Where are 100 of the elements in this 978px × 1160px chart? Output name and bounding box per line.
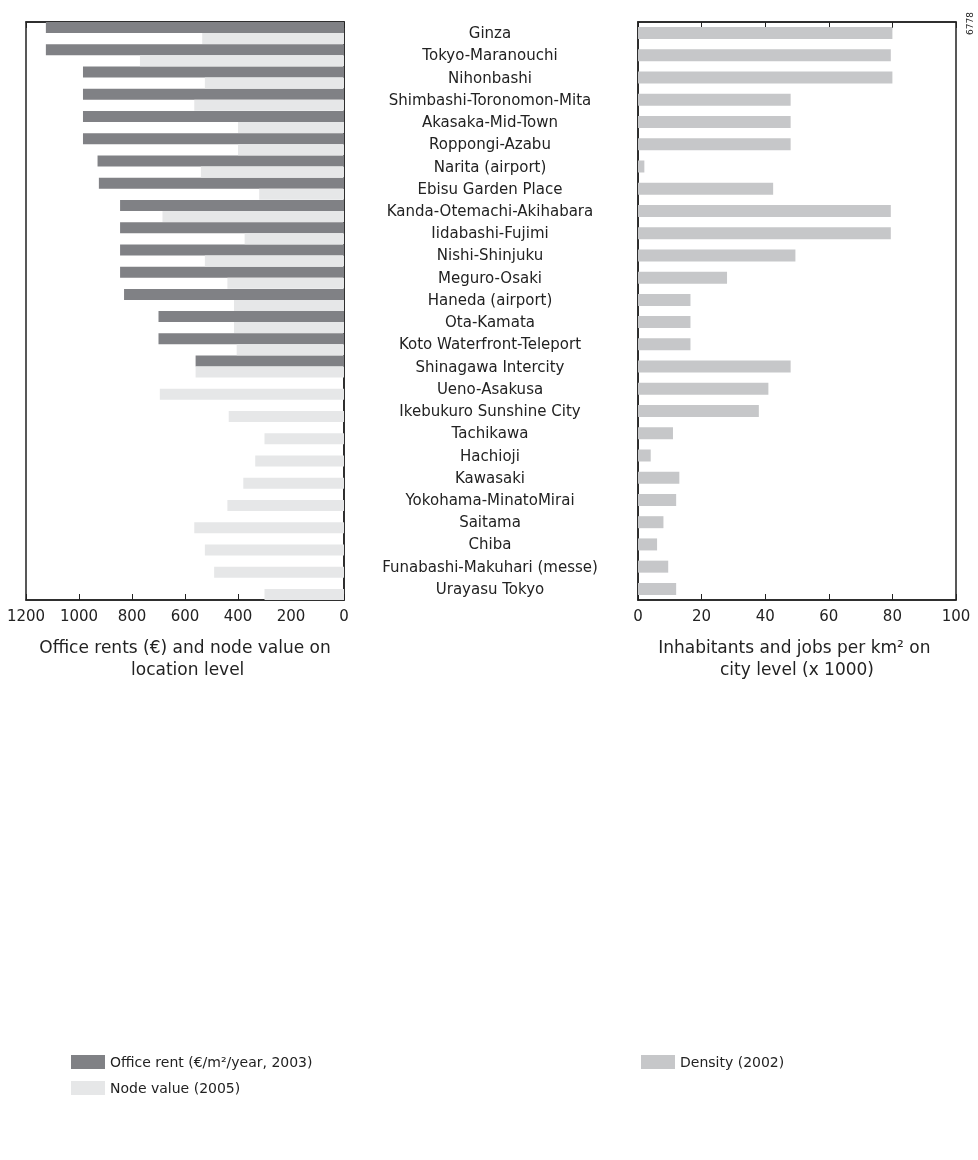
- y-tick-label: Ebisu Garden Place: [417, 179, 563, 198]
- legend-label: Node value (2005): [110, 1080, 241, 1096]
- x-tick-label: 800: [117, 606, 147, 625]
- y-tick-label: Saitama: [459, 513, 521, 532]
- bar: [243, 477, 344, 489]
- bar: [120, 266, 344, 278]
- bar: [638, 427, 673, 440]
- y-tick-label: Ueno-Asakusa: [436, 379, 544, 398]
- bar: [638, 249, 796, 262]
- x-tick-label: 40: [755, 606, 775, 625]
- bar: [236, 344, 344, 356]
- y-tick-label: Hachioji: [460, 446, 520, 465]
- bar: [227, 277, 344, 289]
- text: 6778: [964, 11, 975, 35]
- bar: [638, 293, 691, 306]
- bar: [638, 516, 664, 529]
- bar: [638, 316, 691, 329]
- bar: [238, 144, 344, 156]
- bar: [124, 288, 344, 300]
- bar: [82, 88, 344, 100]
- bar: [97, 155, 344, 167]
- bar: [82, 66, 344, 78]
- bar: [139, 55, 344, 67]
- bar: [255, 455, 344, 467]
- bar: [638, 382, 769, 395]
- bar: [638, 182, 774, 195]
- bar: [195, 366, 344, 378]
- bar: [259, 188, 344, 200]
- x-tick-label: 0: [633, 606, 643, 625]
- bar: [120, 222, 344, 234]
- y-tick-label: Ikebukuro Sunshine City: [399, 402, 581, 421]
- bar: [82, 111, 344, 123]
- y-tick-label: Akasaka-Mid-Town: [421, 113, 559, 132]
- y-tick-label: Narita (airport): [433, 157, 547, 176]
- bar: [82, 133, 344, 145]
- y-tick-label: Ginza: [468, 24, 512, 43]
- legend-label: Office rent (€/m²/year, 2003): [110, 1054, 313, 1070]
- x-tick-label: 60: [819, 606, 839, 625]
- bar: [638, 582, 677, 595]
- bar: [214, 566, 344, 578]
- bar: [195, 355, 344, 367]
- bar: [638, 71, 893, 84]
- bar: [638, 204, 891, 217]
- bar: [227, 499, 344, 511]
- bar: [638, 160, 645, 173]
- x-tick-label: 1000: [59, 606, 99, 625]
- bar: [238, 122, 344, 134]
- bar: [234, 322, 344, 334]
- y-tick-label: Roppongi-Azabu: [429, 135, 551, 154]
- bar: [194, 522, 344, 534]
- y-tick-label: Nihonbashi: [448, 68, 532, 87]
- y-tick-label: Chiba: [468, 535, 512, 554]
- bar: [228, 411, 344, 423]
- x-axis-title: Inhabitants and jobs per km² on city level (x 1000): [658, 637, 936, 679]
- bar: [45, 44, 344, 56]
- bar: [638, 471, 680, 484]
- bar: [202, 33, 344, 45]
- x-tick-label: 600: [170, 606, 200, 625]
- bar: [638, 449, 651, 462]
- y-tick-label: Haneda (airport): [427, 290, 553, 309]
- x-tick-label: 100: [941, 606, 971, 625]
- bar: [638, 338, 691, 351]
- bar: [159, 388, 344, 400]
- bar: [638, 271, 728, 284]
- y-tick-label: Kanda-Otemachi-Akihabara: [386, 201, 594, 220]
- y-tick-label: Shimbashi-Toronomon-Mita: [388, 90, 592, 109]
- bar: [638, 560, 669, 573]
- y-tick-label: Nishi-Shinjuku: [436, 246, 544, 265]
- y-tick-label: Tokyo-Maranouchi: [421, 46, 558, 65]
- bar: [264, 433, 344, 445]
- bar: [204, 77, 344, 89]
- bar: [204, 255, 344, 267]
- bar: [120, 199, 344, 211]
- x-tick-label: 0: [339, 606, 349, 625]
- bar: [234, 299, 344, 311]
- bar: [638, 227, 891, 240]
- bar: [638, 538, 658, 551]
- x-tick-label: 200: [276, 606, 306, 625]
- bar: [638, 49, 891, 62]
- y-tick-label: Ota-Kamata: [445, 313, 535, 332]
- bar: [204, 544, 344, 556]
- bar: [45, 22, 344, 34]
- bar: [200, 166, 344, 178]
- bar: [158, 333, 344, 345]
- legend-label: Density (2002): [680, 1054, 785, 1070]
- bar: [638, 93, 791, 106]
- y-tick-label: Iidabashi-Fujimi: [431, 224, 549, 243]
- bar: [162, 210, 344, 222]
- bar: [638, 360, 791, 373]
- y-tick-label: Meguro-Osaki: [438, 268, 542, 287]
- y-tick-label: Tachikawa: [450, 424, 529, 443]
- y-tick-label: Kawasaki: [454, 468, 526, 487]
- bar: [638, 116, 791, 129]
- bar: [98, 177, 344, 189]
- x-tick-label: 80: [882, 606, 902, 625]
- y-tick-label: Shinagawa Intercity: [415, 357, 565, 376]
- bar: [638, 27, 893, 40]
- y-tick-label: Koto Waterfront-Teleport: [398, 335, 582, 354]
- bar: [120, 244, 344, 256]
- y-tick-label: Urayasu Tokyo: [435, 579, 545, 598]
